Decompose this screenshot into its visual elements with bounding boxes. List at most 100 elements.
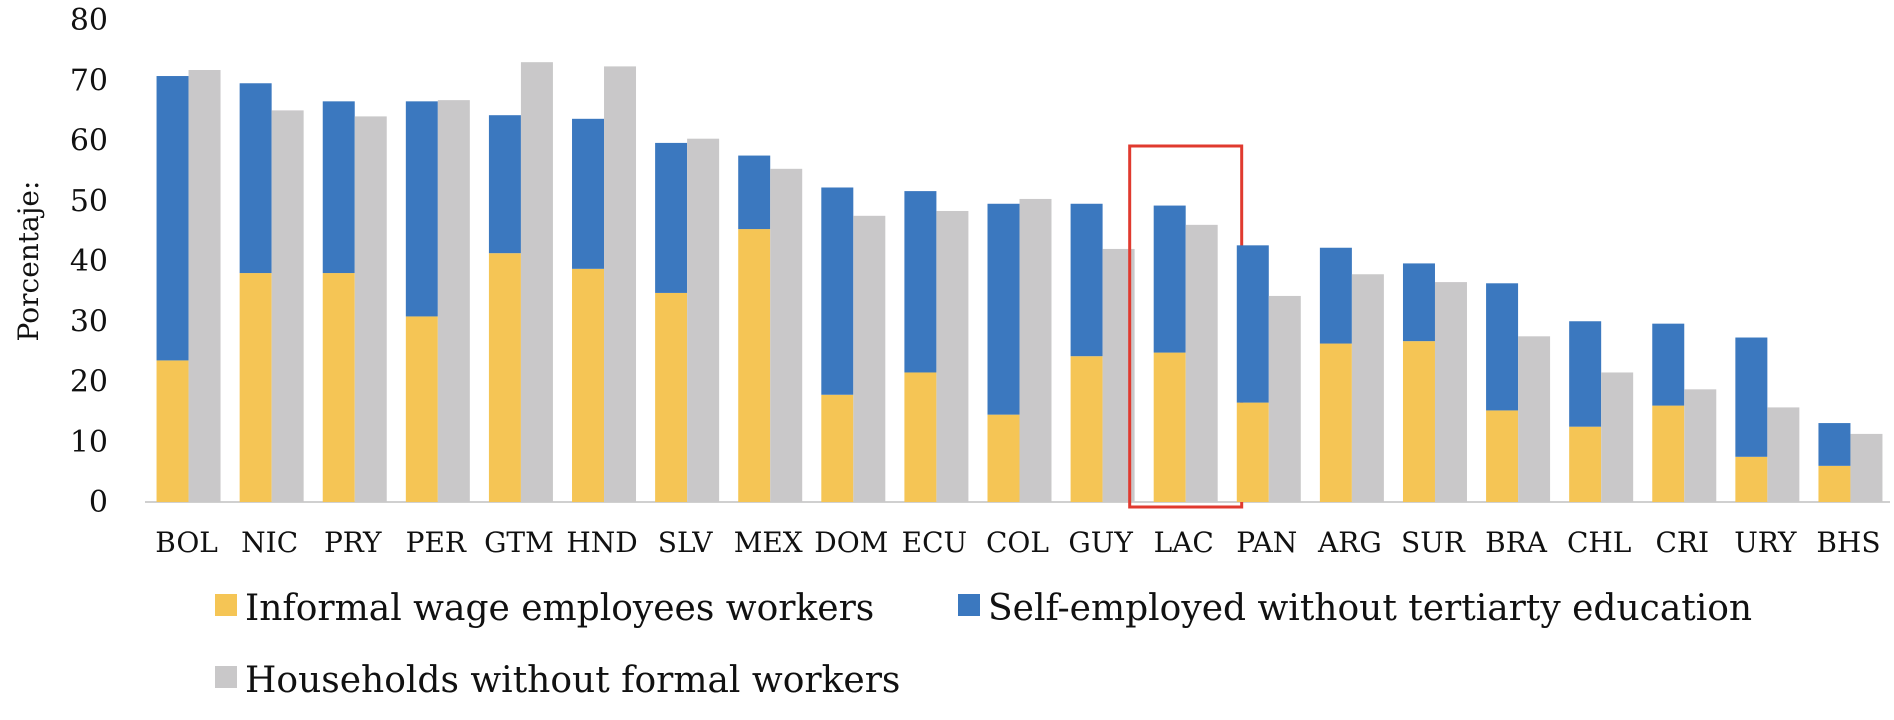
x-tick-label: BHS — [1816, 526, 1880, 559]
y-tick-label: 10 — [70, 425, 108, 460]
bar-self-employed-gtm — [488, 115, 521, 254]
bar-households-lac — [1185, 224, 1218, 502]
y-tick-label: 40 — [70, 244, 108, 279]
x-tick-label: BRA — [1485, 526, 1548, 559]
bar-self-employed-chl — [1569, 321, 1602, 427]
bar-informal-wage-bra — [1486, 410, 1519, 502]
bar-self-employed-pan — [1236, 245, 1269, 403]
y-tick-label: 50 — [70, 184, 108, 219]
bar-informal-wage-hnd — [572, 268, 605, 502]
x-tick-label: PER — [406, 526, 467, 559]
legend-swatch — [958, 594, 980, 616]
legend-swatch — [215, 594, 237, 616]
bar-households-arg — [1351, 274, 1384, 502]
bar-self-employed-bhs — [1818, 423, 1851, 466]
x-tick-label: URY — [1734, 526, 1797, 559]
bar-households-sur — [1434, 282, 1467, 502]
bar-self-employed-bol — [156, 76, 189, 361]
x-tick-label: BOL — [155, 526, 218, 559]
y-tick-label: 70 — [70, 63, 108, 98]
bar-households-bra — [1518, 336, 1551, 502]
bar-households-slv — [687, 138, 720, 502]
bar-self-employed-sur — [1402, 263, 1435, 342]
legend-swatch — [215, 666, 237, 688]
bar-self-employed-pry — [322, 101, 355, 274]
bar-informal-wage-cri — [1652, 405, 1685, 502]
x-tick-label: ECU — [902, 526, 967, 559]
bar-self-employed-col — [987, 203, 1020, 415]
bar-informal-wage-gtm — [488, 253, 521, 502]
x-tick-label: LAC — [1154, 526, 1214, 559]
bar-informal-wage-col — [987, 414, 1020, 502]
bar-households-bol — [188, 70, 221, 502]
x-tick-label: DOM — [814, 526, 888, 559]
bar-self-employed-mex — [738, 155, 771, 230]
bar-households-mex — [770, 168, 803, 502]
bar-households-bhs — [1850, 433, 1883, 502]
bar-households-dom — [853, 215, 886, 502]
y-tick-label: 20 — [70, 365, 108, 400]
x-tick-label: NIC — [241, 526, 298, 559]
bar-informal-wage-pan — [1236, 402, 1269, 502]
bar-self-employed-slv — [655, 142, 688, 293]
x-tick-label: PRY — [324, 526, 382, 559]
bar-self-employed-nic — [239, 83, 272, 274]
legend-label: Self-employed without tertiarty educatio… — [988, 588, 1752, 629]
bar-informal-wage-pry — [322, 273, 355, 502]
x-tick-label: COL — [986, 526, 1049, 559]
bar-informal-wage-lac — [1153, 352, 1186, 502]
bar-households-ecu — [936, 210, 969, 502]
bar-households-hnd — [604, 66, 637, 502]
x-tick-label: PAN — [1236, 526, 1297, 559]
x-tick-label: MEX — [734, 526, 803, 559]
bar-informal-wage-dom — [821, 394, 854, 502]
bar-households-gtm — [520, 62, 553, 503]
bar-informal-wage-mex — [738, 229, 771, 502]
bar-households-nic — [271, 110, 304, 502]
bar-informal-wage-per — [405, 316, 438, 502]
bar-self-employed-guy — [1070, 203, 1103, 357]
bar-informal-wage-bol — [156, 360, 189, 502]
bar-households-per — [437, 100, 470, 502]
bar-self-employed-cri — [1652, 323, 1685, 406]
x-tick-label: ARG — [1317, 526, 1382, 559]
x-tick-label: GTM — [484, 526, 554, 559]
bar-informal-wage-nic — [239, 273, 272, 502]
x-tick-label: GUY — [1068, 526, 1133, 559]
legend-label: Informal wage employees workers — [245, 588, 874, 629]
x-tick-label: SUR — [1401, 526, 1466, 559]
bar-self-employed-arg — [1319, 247, 1352, 344]
bar-self-employed-lac — [1153, 205, 1186, 353]
bar-self-employed-hnd — [572, 118, 605, 269]
y-tick-label: 80 — [70, 3, 108, 38]
y-tick-label: 0 — [89, 485, 108, 520]
y-axis-label: Porcentaje: — [12, 181, 45, 342]
bar-self-employed-dom — [821, 187, 854, 395]
x-tick-label: SLV — [658, 526, 713, 559]
bar-informal-wage-guy — [1070, 356, 1103, 502]
bar-informal-wage-arg — [1319, 343, 1352, 502]
x-tick-label: CRI — [1655, 526, 1709, 559]
bar-households-chl — [1601, 372, 1634, 502]
bar-self-employed-ecu — [904, 191, 937, 373]
x-tick-label: CHL — [1567, 526, 1631, 559]
bar-informal-wage-chl — [1569, 426, 1602, 502]
bar-households-ury — [1767, 407, 1800, 502]
bar-self-employed-ury — [1735, 337, 1768, 457]
bar-informal-wage-sur — [1402, 341, 1435, 502]
bar-households-pry — [354, 116, 387, 503]
bar-households-col — [1019, 198, 1052, 502]
bar-informal-wage-ury — [1735, 456, 1768, 502]
bar-households-cri — [1684, 389, 1717, 502]
bar-informal-wage-bhs — [1818, 465, 1851, 502]
bar-self-employed-per — [405, 101, 438, 317]
legend-label: Households without formal workers — [245, 660, 900, 701]
x-tick-label: HND — [566, 526, 637, 559]
y-tick-label: 30 — [70, 304, 108, 339]
y-tick-label: 60 — [70, 124, 108, 159]
bar-informal-wage-ecu — [904, 372, 937, 502]
bar-informal-wage-slv — [655, 292, 688, 502]
bar-households-pan — [1268, 295, 1301, 502]
